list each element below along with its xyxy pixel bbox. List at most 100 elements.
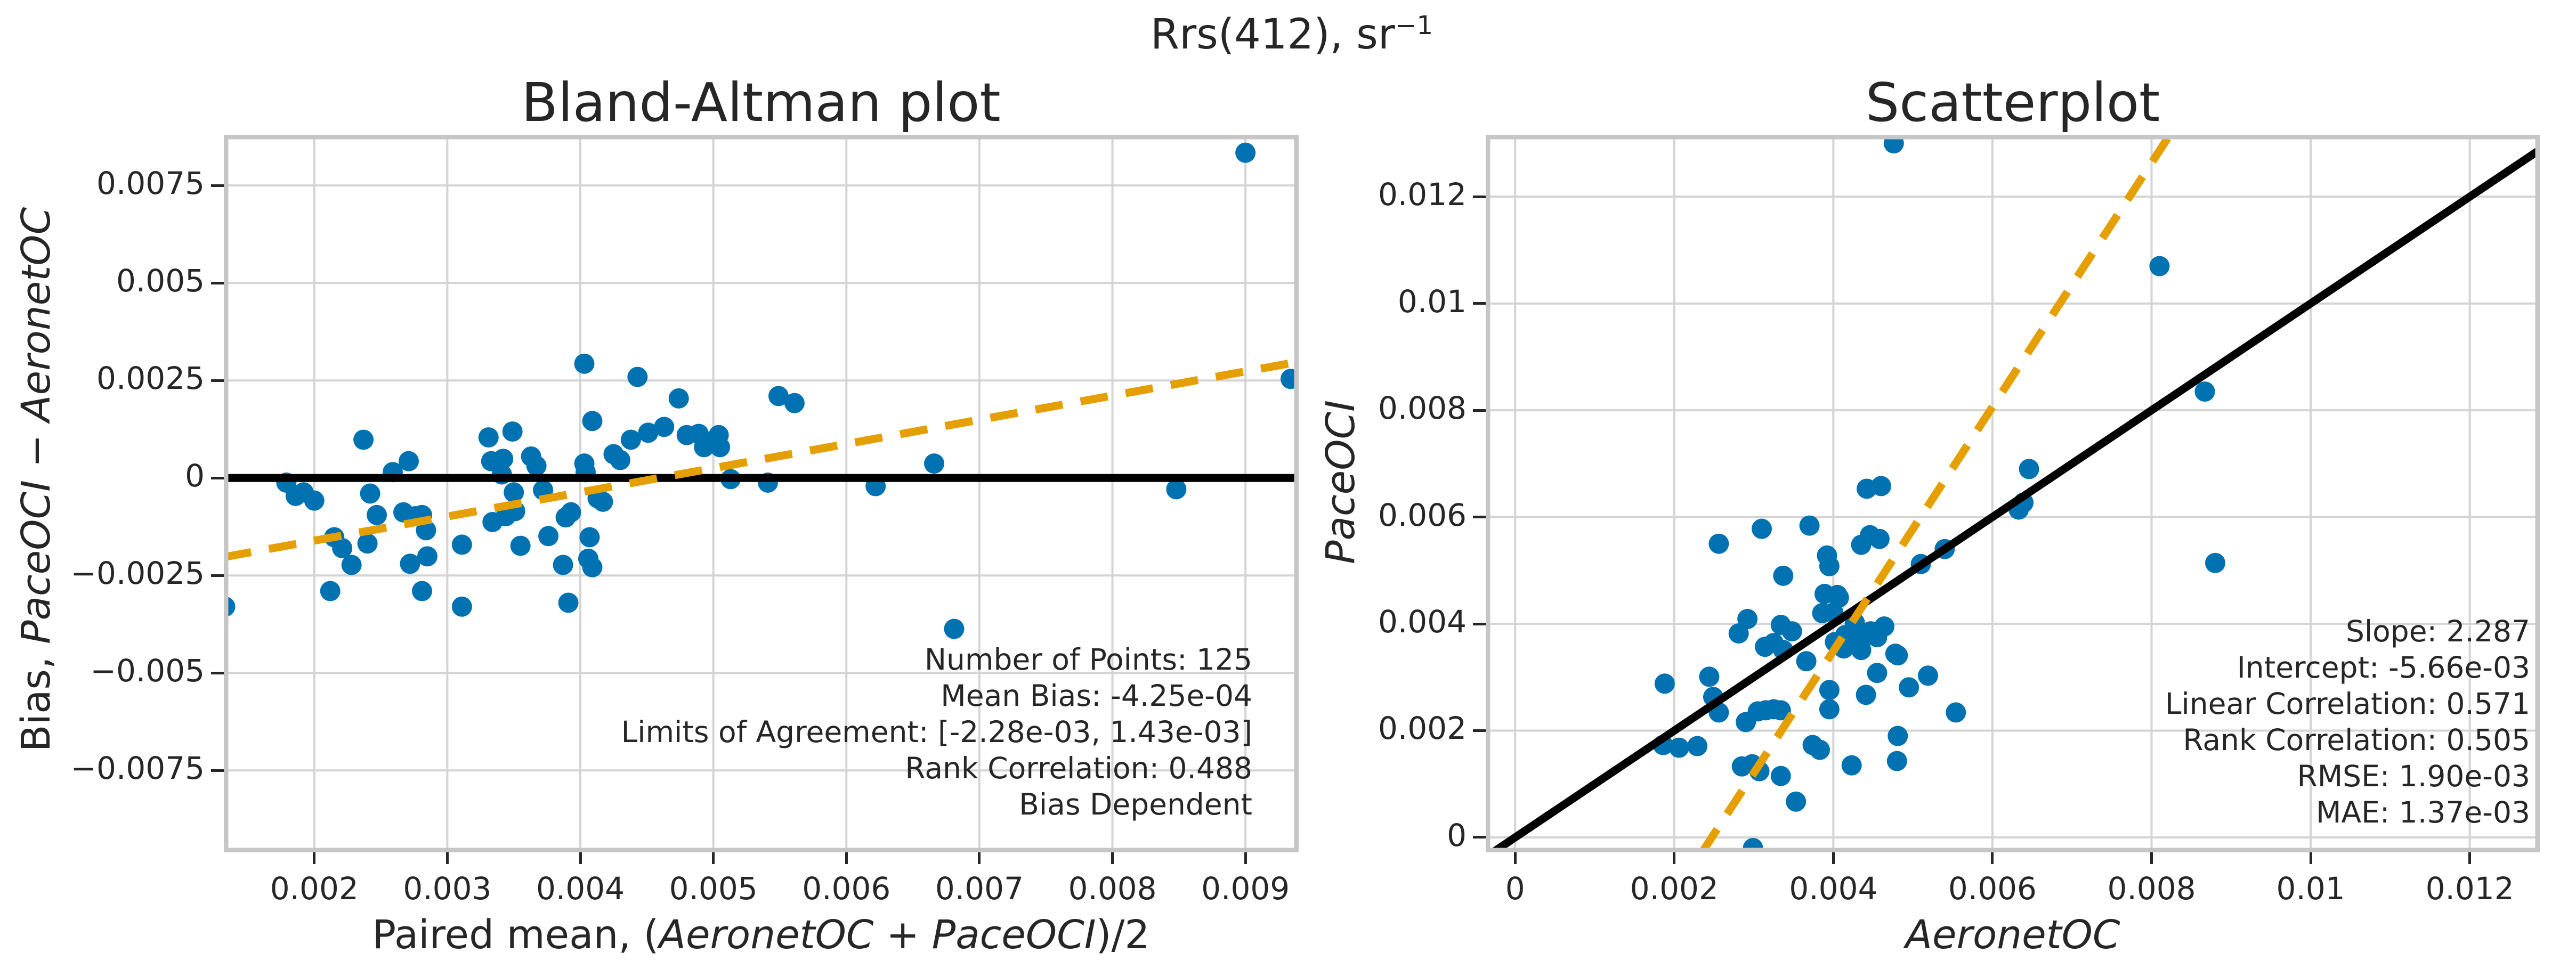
axis-label-part: Paired mean, (	[372, 912, 659, 958]
scatter-point	[784, 393, 805, 413]
y-tick-label: 0.0025	[96, 360, 205, 397]
axis-label-part: )/2	[1096, 912, 1150, 958]
scatter-point	[553, 555, 573, 575]
scatter-point	[944, 618, 965, 639]
scatter-point	[411, 581, 432, 601]
y-tick-mark	[1473, 729, 1486, 732]
y-tick-mark	[211, 574, 224, 577]
scatter-point	[353, 429, 374, 450]
scatter-point	[357, 533, 378, 554]
y-tick-label: −0.0075	[70, 750, 205, 787]
scatterplot-x-axis-label: AeronetOC	[1905, 912, 2120, 958]
y-tick-label: 0.006	[1378, 496, 1467, 533]
scatter-point	[398, 451, 419, 471]
x-tick-mark	[2309, 852, 2312, 864]
scatter-point	[574, 353, 595, 374]
stats-line: Number of Points: 125	[924, 642, 1252, 677]
y-tick-mark	[211, 184, 224, 187]
scatter-point	[1699, 666, 1720, 687]
scatter-point	[638, 422, 659, 443]
scatter-point	[504, 482, 524, 503]
scatter-point	[768, 386, 789, 406]
scatter-point	[1888, 726, 1908, 746]
y-tick-label: 0.004	[1378, 604, 1467, 640]
x-tick-mark	[1832, 852, 1835, 864]
y-tick-mark	[211, 671, 224, 674]
x-tick-label: 0.007	[935, 870, 1024, 907]
x-tick-mark	[2150, 852, 2153, 864]
figure-suptitle: Rrs(412), sr−1	[1151, 11, 1433, 59]
scatter-point	[538, 526, 559, 547]
y-tick-label: 0.0075	[96, 165, 205, 202]
x-tick-mark	[1673, 852, 1676, 864]
axes-frame	[1486, 135, 2540, 852]
scatter-point	[1856, 685, 1876, 705]
scatter-point	[360, 483, 380, 504]
axis-label-part: AeronetOC	[659, 912, 874, 958]
scatter-point	[710, 437, 731, 458]
stats-line: Rank Correlation: 0.505	[2183, 723, 2530, 757]
scatter-point	[593, 491, 613, 512]
scatter-point	[1899, 677, 1919, 698]
scatter-point	[1946, 702, 1966, 723]
x-tick-mark	[313, 852, 316, 864]
y-tick-mark	[1473, 622, 1486, 625]
stats-line: RMSE: 1.90e-03	[2297, 759, 2530, 793]
y-tick-label: −0.0025	[70, 555, 205, 592]
y-tick-label: 0.005	[116, 263, 205, 299]
scatter-point	[2019, 459, 2039, 479]
scatterplot-y-axis-label: PaceOCI	[1318, 400, 1364, 564]
axis-label-part: AeronetOC	[13, 207, 59, 422]
x-tick-label: 0.01	[2276, 870, 2345, 907]
x-tick-label: 0.012	[2425, 870, 2514, 907]
x-tick-mark	[1513, 852, 1517, 864]
axis-label-part: PaceOCI	[931, 912, 1096, 958]
scatter-point	[579, 527, 600, 548]
y-tick-label: 0.002	[1378, 710, 1467, 747]
scatter-point	[367, 504, 387, 525]
y-tick-label: 0.012	[1378, 176, 1467, 213]
x-tick-mark	[1991, 852, 1994, 864]
x-tick-label: 0.006	[1948, 870, 2037, 907]
scatter-point	[320, 581, 341, 601]
axis-label-part: +	[873, 912, 932, 958]
scatter-point	[1809, 739, 1830, 760]
scatter-point	[482, 511, 503, 532]
stats-line: Bias Dependent	[1019, 787, 1252, 821]
bland-altman-title: Bland-Altman plot	[521, 71, 1001, 134]
stats-line: Linear Correlation: 0.571	[2165, 687, 2530, 721]
y-tick-label: −0.005	[90, 653, 205, 689]
x-tick-label: 0.008	[1068, 870, 1157, 907]
scatterplot-plot-area	[1486, 135, 2540, 852]
scatter-point	[2194, 381, 2215, 402]
y-tick-mark	[1473, 195, 1486, 198]
scatter-point	[1781, 621, 1802, 642]
scatter-point	[627, 367, 648, 387]
scatter-point	[582, 411, 603, 431]
scatter-point	[1736, 712, 1756, 732]
scatter-point	[610, 450, 630, 470]
y-tick-mark	[1473, 516, 1486, 519]
x-tick-mark	[1244, 852, 1247, 864]
stats-line: Intercept: -5.66e-03	[2237, 650, 2530, 685]
scatterplot-stats: Slope: 2.287 Intercept: -5.66e-03 Linear C…	[2165, 613, 2530, 831]
axis-label-part: PaceOCI	[13, 480, 59, 644]
scatter-point	[1799, 515, 1820, 536]
y-tick-label: 0	[185, 458, 205, 494]
x-tick-mark	[2468, 852, 2472, 864]
x-tick-label: 0	[1505, 870, 1525, 907]
y-tick-mark	[211, 379, 224, 382]
y-tick-mark	[1473, 302, 1486, 305]
y-tick-label: 0	[1447, 817, 1467, 853]
axis-label-part: PaceOCI	[1318, 400, 1364, 564]
bland-altman-plot-area	[224, 135, 1299, 852]
scatter-point	[654, 417, 675, 437]
scatter-point	[1654, 673, 1675, 694]
scatter-point	[558, 592, 579, 613]
scatter-point	[526, 455, 547, 476]
stats-line: Mean Bias: -4.25e-04	[941, 679, 1252, 713]
scatterplot-title: Scatterplot	[1865, 71, 2160, 134]
x-tick-label: 0.008	[2107, 870, 2196, 907]
x-tick-label: 0.006	[802, 870, 891, 907]
scatter-point	[1918, 665, 1939, 686]
